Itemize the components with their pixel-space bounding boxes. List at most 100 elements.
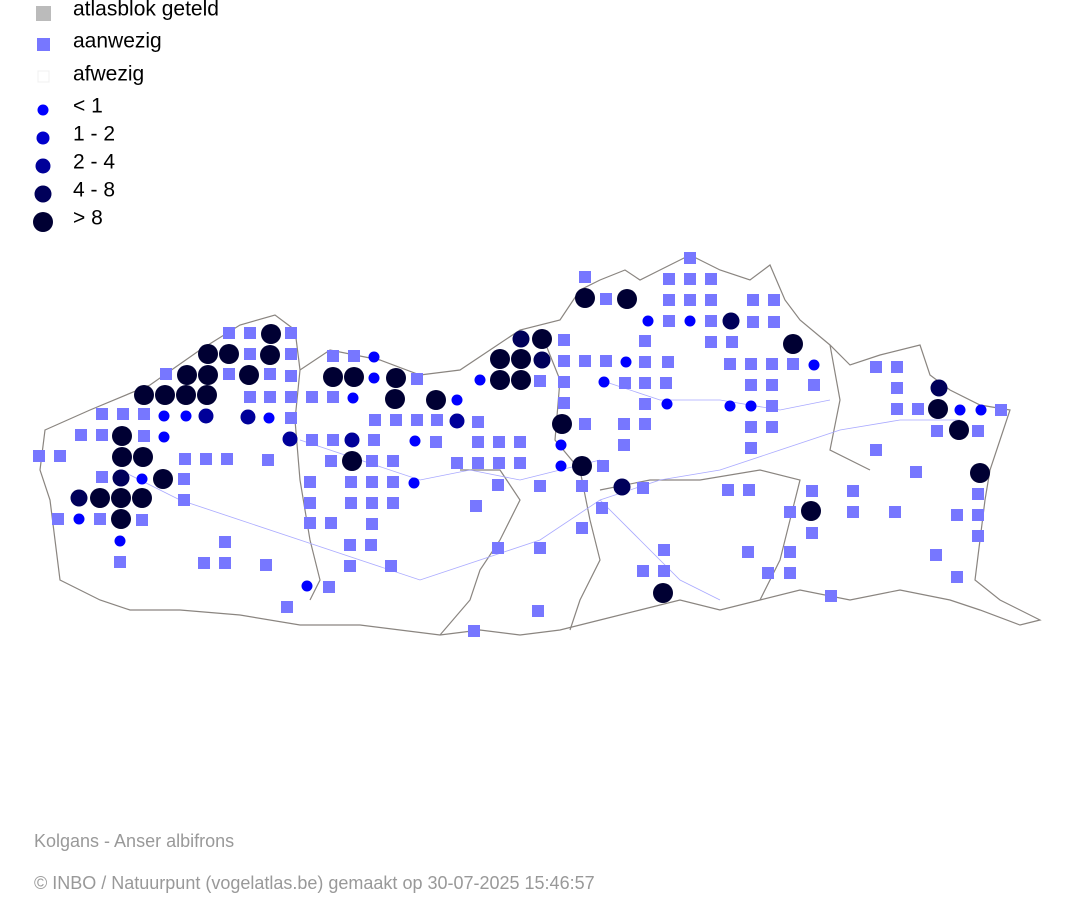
present-square bbox=[366, 497, 378, 509]
count-gt8 bbox=[344, 367, 364, 387]
count-gt8 bbox=[112, 426, 132, 446]
count-gt8 bbox=[155, 385, 175, 405]
count-lt1 bbox=[808, 359, 820, 371]
present-square bbox=[766, 358, 778, 370]
count-4-8 bbox=[613, 478, 631, 496]
present-square bbox=[260, 559, 272, 571]
present-square bbox=[847, 506, 859, 518]
present-square bbox=[684, 252, 696, 264]
present-square bbox=[114, 556, 126, 568]
count-gt8 bbox=[198, 365, 218, 385]
present-square bbox=[618, 418, 630, 430]
legend-symbol-gt8 bbox=[33, 212, 53, 232]
count-gt8 bbox=[111, 509, 131, 529]
present-square bbox=[327, 350, 339, 362]
count-gt8 bbox=[532, 329, 552, 349]
legend-label: > 8 bbox=[73, 207, 103, 230]
count-gt8 bbox=[511, 349, 531, 369]
present-square bbox=[534, 375, 546, 387]
present-square bbox=[198, 557, 210, 569]
present-square bbox=[345, 476, 357, 488]
present-square bbox=[534, 480, 546, 492]
present-square bbox=[766, 379, 778, 391]
present-square bbox=[972, 425, 984, 437]
present-square bbox=[745, 442, 757, 454]
legend-symbol-counted bbox=[36, 6, 51, 21]
present-square bbox=[285, 348, 297, 360]
present-square bbox=[806, 527, 818, 539]
legend-symbol-absent bbox=[37, 70, 50, 83]
present-square bbox=[870, 361, 882, 373]
present-square bbox=[532, 605, 544, 617]
legend-symbol-1-2 bbox=[36, 131, 50, 145]
count-2-4 bbox=[240, 409, 256, 425]
count-gt8 bbox=[949, 420, 969, 440]
present-square bbox=[637, 565, 649, 577]
present-square bbox=[366, 518, 378, 530]
present-square bbox=[784, 506, 796, 518]
present-square bbox=[597, 460, 609, 472]
present-square bbox=[178, 473, 190, 485]
count-gt8 bbox=[385, 389, 405, 409]
count-gt8 bbox=[112, 447, 132, 467]
legend-label: aanwezig bbox=[73, 30, 162, 53]
count-gt8 bbox=[153, 469, 173, 489]
legend-label: afwezig bbox=[73, 63, 144, 86]
count-gt8 bbox=[323, 367, 343, 387]
present-square bbox=[722, 484, 734, 496]
present-square bbox=[178, 494, 190, 506]
present-square bbox=[724, 358, 736, 370]
present-square bbox=[660, 377, 672, 389]
count-4-8 bbox=[512, 330, 530, 348]
legend-label: atlasblok geteld bbox=[73, 0, 219, 21]
present-square bbox=[766, 421, 778, 433]
present-square bbox=[891, 361, 903, 373]
present-square bbox=[705, 315, 717, 327]
present-square bbox=[951, 571, 963, 583]
present-square bbox=[747, 316, 759, 328]
present-square bbox=[304, 517, 316, 529]
present-square bbox=[365, 539, 377, 551]
legend-label: 2 - 4 bbox=[73, 151, 115, 174]
count-lt1 bbox=[555, 439, 567, 451]
present-square bbox=[387, 455, 399, 467]
map-borders bbox=[39, 254, 1042, 636]
count-2-4 bbox=[449, 413, 465, 429]
present-square bbox=[244, 348, 256, 360]
present-square bbox=[325, 517, 337, 529]
present-square bbox=[117, 408, 129, 420]
present-square bbox=[385, 560, 397, 572]
present-square bbox=[808, 379, 820, 391]
present-square bbox=[768, 316, 780, 328]
present-square bbox=[806, 485, 818, 497]
present-square bbox=[451, 457, 463, 469]
present-square bbox=[411, 414, 423, 426]
present-square bbox=[891, 403, 903, 415]
present-square bbox=[930, 549, 942, 561]
present-square bbox=[470, 500, 482, 512]
present-square bbox=[223, 327, 235, 339]
present-square bbox=[344, 560, 356, 572]
present-square bbox=[705, 336, 717, 348]
count-lt1 bbox=[408, 477, 420, 489]
present-square bbox=[75, 429, 87, 441]
count-gt8 bbox=[176, 385, 196, 405]
present-square bbox=[387, 497, 399, 509]
present-square bbox=[639, 356, 651, 368]
count-lt1 bbox=[642, 315, 654, 327]
present-square bbox=[596, 502, 608, 514]
count-gt8 bbox=[928, 399, 948, 419]
count-gt8 bbox=[783, 334, 803, 354]
present-square bbox=[579, 418, 591, 430]
count-gt8 bbox=[801, 501, 821, 521]
present-square bbox=[743, 484, 755, 496]
present-square bbox=[52, 513, 64, 525]
present-square bbox=[705, 294, 717, 306]
present-square bbox=[285, 412, 297, 424]
legend-symbol-2-4 bbox=[35, 158, 51, 174]
present-square bbox=[306, 391, 318, 403]
count-lt1 bbox=[724, 400, 736, 412]
present-square bbox=[285, 391, 297, 403]
count-4-8 bbox=[533, 351, 551, 369]
count-gt8 bbox=[970, 463, 990, 483]
